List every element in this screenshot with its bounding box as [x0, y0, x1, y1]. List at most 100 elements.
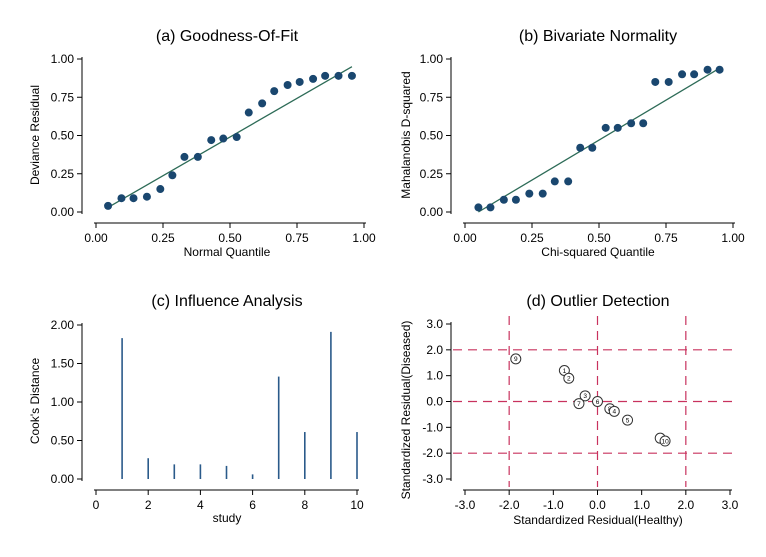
panel-b-y-tick-label: 0.25 — [420, 167, 444, 181]
panel-d-y-tick-label: 0.0 — [426, 395, 443, 409]
panel-a-point — [104, 201, 113, 210]
panel-d-point — [573, 398, 585, 410]
panel-b-x-tick-label: 0.25 — [520, 231, 544, 245]
panel-a-x-tick-label: 0.00 — [84, 231, 108, 245]
panel-a-point — [180, 152, 189, 161]
panel-d-point — [622, 414, 634, 426]
panel-a-point — [244, 108, 253, 117]
panel-c-x-tick-label: 8 — [301, 498, 308, 512]
panel-a-fit-line — [107, 66, 353, 208]
panel-d-point-label: 3 — [583, 393, 587, 400]
panel-b-point — [486, 203, 495, 212]
panel-b-point — [525, 189, 534, 198]
panel-d-x-tick-label: 1.0 — [633, 498, 650, 512]
panel-d-y-tick-label: 1.0 — [426, 369, 443, 383]
panel-a-point — [258, 99, 267, 108]
panel-b-point — [703, 65, 712, 74]
panel-b-point — [538, 189, 547, 198]
panel-d-point-label: 5 — [626, 417, 630, 424]
panel-d-point — [659, 435, 671, 447]
panel-a-point — [207, 136, 216, 145]
panel-a-point — [129, 194, 138, 203]
panel-d-x-tick-label: 2.0 — [677, 498, 694, 512]
panel-c-y-tick-label: 2.00 — [51, 318, 75, 332]
panel-b-fit-line — [478, 67, 720, 213]
panel-d-point — [510, 353, 522, 365]
panel-a-point — [334, 71, 343, 80]
panel-b-title: (b) Bivariate Normality — [519, 28, 677, 45]
panel-b-x-tick-label: 0.00 — [453, 231, 477, 245]
panel-b-point — [651, 77, 660, 86]
panel-b-point — [627, 119, 636, 128]
panel-c-ylabel: Cook's Distance — [28, 358, 42, 445]
panel-a-point — [309, 74, 318, 83]
panel-b-point — [678, 70, 687, 79]
panel-a-point — [283, 81, 292, 90]
panel-d-title: (d) Outlier Detection — [526, 293, 669, 310]
panel-c-x-tick-label: 0 — [93, 498, 100, 512]
panel-d-point-label: 7 — [577, 401, 581, 408]
panel-b-ylabel: Mahalanobis D-squared — [399, 71, 413, 198]
panel-a-y-tick-label: 0.50 — [51, 129, 75, 143]
panel-b-point — [715, 65, 724, 74]
panel-bivariate-normality: (b) Bivariate Normality Chi-squared Quan… — [399, 28, 745, 259]
panel-c-x-tick-label: 4 — [197, 498, 204, 512]
panel-d-point — [579, 390, 591, 402]
panel-c-y-tick-label: 1.50 — [51, 357, 75, 371]
panel-c-x-tick-label: 2 — [145, 498, 152, 512]
panel-a-point — [321, 71, 330, 80]
panel-b-point — [474, 203, 483, 212]
panel-a-point — [270, 87, 279, 96]
panel-c-x-tick-label: 6 — [249, 498, 256, 512]
panel-b-point — [588, 143, 597, 152]
panel-d-point-label: 9 — [514, 356, 518, 363]
panel-d-x-tick-label: -2.0 — [499, 498, 520, 512]
panel-d-point — [592, 396, 603, 407]
panel-a-point — [117, 194, 126, 203]
panel-a-x-tick-label: 0.25 — [151, 231, 175, 245]
panel-d-x-tick-label: -3.0 — [455, 498, 476, 512]
panel-b-point — [550, 177, 559, 186]
panel-d-y-tick-label: 3.0 — [426, 317, 443, 331]
panel-c-x-tick-label: 10 — [350, 498, 364, 512]
panel-b-point — [564, 177, 573, 186]
panel-a-ylabel: Deviance Residual — [28, 85, 42, 185]
panel-b-y-tick-label: 0.75 — [420, 90, 444, 104]
panel-a-x-tick-label: 1.00 — [352, 231, 376, 245]
panel-d-point-label: 4 — [612, 409, 616, 416]
panel-d-y-tick-label: 2.0 — [426, 343, 443, 357]
panel-a-point — [295, 77, 304, 86]
panel-b-xlabel: Chi-squared Quantile — [541, 245, 655, 259]
panel-a-y-tick-label: 0.00 — [51, 205, 75, 219]
panel-b-x-tick-label: 1.00 — [721, 231, 745, 245]
panel-a-x-tick-label: 0.50 — [218, 231, 242, 245]
panel-c-xlabel: study — [213, 511, 242, 525]
panel-a-y-tick-label: 0.75 — [51, 90, 75, 104]
panel-b-point — [690, 70, 699, 79]
panel-c-title: (c) Influence Analysis — [151, 293, 302, 310]
panel-a-point — [219, 134, 228, 143]
panel-a-x-tick-label: 0.75 — [285, 231, 309, 245]
panel-a-y-tick-label: 1.00 — [51, 52, 75, 66]
panel-d-x-tick-label: 0.0 — [589, 498, 606, 512]
panel-d-y-tick-label: -1.0 — [422, 420, 443, 434]
panel-b-x-tick-label: 0.75 — [654, 231, 678, 245]
panel-d-point — [563, 372, 575, 384]
panel-d-point-label: 2 — [567, 376, 571, 383]
panel-b-x-tick-label: 0.50 — [587, 231, 611, 245]
panel-a-point — [142, 192, 151, 201]
panel-d-y-tick-label: -3.0 — [422, 472, 443, 486]
panel-a-point — [193, 152, 202, 161]
panel-outlier-detection: (d) Outlier Detection Standardized Resid… — [399, 293, 739, 527]
panel-a-y-tick-label: 0.25 — [51, 167, 75, 181]
panel-a-point — [232, 133, 241, 142]
panel-d-point — [608, 405, 620, 417]
panel-d-x-tick-label: 3.0 — [722, 498, 739, 512]
panel-c-y-tick-label: 0.50 — [51, 434, 75, 448]
panel-a-xlabel: Normal Quantile — [184, 245, 271, 259]
panel-b-point — [511, 195, 520, 204]
panel-b-point — [613, 123, 622, 132]
panel-b-point — [576, 143, 585, 152]
